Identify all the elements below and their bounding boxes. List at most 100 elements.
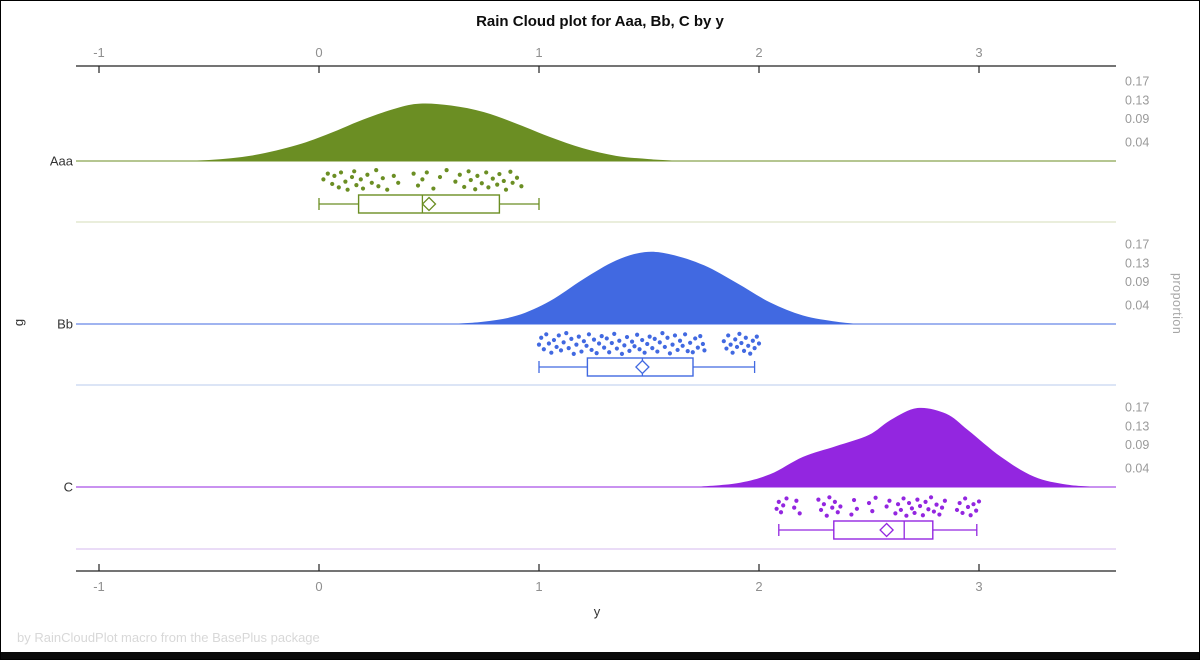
density-cloud-C (693, 407, 1100, 487)
rain-point (614, 346, 619, 351)
rain-point (336, 185, 341, 190)
rain-point (589, 347, 594, 353)
rain-point (915, 497, 920, 502)
rain-point (774, 506, 779, 511)
rain-point (652, 336, 657, 341)
rain-point (866, 500, 872, 506)
proportion-tick-label: 0.17 (1125, 401, 1149, 415)
rain-point (851, 497, 857, 503)
rain-point (730, 350, 735, 355)
rain-point (369, 180, 374, 185)
rain-point (479, 181, 484, 186)
rain-point (660, 331, 665, 336)
proportion-tick-label: 0.13 (1125, 256, 1149, 270)
rain-point (965, 504, 971, 510)
rain-point (345, 187, 350, 192)
rain-point (539, 335, 544, 340)
rain-point (462, 184, 467, 190)
group-label-C: C (64, 480, 73, 495)
rain-point (870, 509, 875, 514)
rain-point (939, 505, 945, 510)
bottom-axis-tick-label: -1 (93, 579, 105, 594)
rain-point (912, 510, 917, 516)
rain-point (942, 498, 948, 503)
rain-point (816, 497, 821, 502)
rain-point (569, 336, 574, 341)
rain-point (624, 334, 630, 340)
rain-point (792, 505, 797, 510)
bottom-axis-tick-label: 0 (315, 579, 322, 594)
mean-diamond (634, 359, 650, 375)
rain-point (360, 186, 366, 191)
rain-point (778, 510, 784, 515)
proportion-tick-label: 0.17 (1125, 75, 1149, 89)
rain-point (495, 182, 500, 187)
rain-point (670, 342, 675, 347)
top-axis-tick-label: 3 (975, 45, 982, 60)
rain-point (923, 499, 928, 504)
group-label-Bb: Bb (57, 317, 73, 332)
bottom-axis-tick-label: 1 (535, 579, 542, 594)
rain-point (954, 507, 960, 513)
rain-point (564, 331, 569, 336)
rain-point (695, 345, 700, 350)
rain-point (721, 339, 726, 344)
rain-point (544, 332, 549, 337)
rain-point (734, 344, 740, 350)
rain-point (928, 495, 934, 500)
rain-point (579, 349, 584, 354)
top-axis-tick-label: 0 (315, 45, 322, 60)
rain-point (702, 348, 707, 353)
rain-point (893, 511, 898, 516)
rain-point (632, 344, 637, 349)
rain-point (873, 495, 878, 500)
rain-point (818, 507, 824, 513)
proportion-tick-label: 0.04 (1125, 136, 1149, 150)
rain-point (657, 340, 662, 345)
rain-point (619, 351, 625, 356)
rain-point (541, 347, 546, 352)
rain-point (519, 184, 524, 189)
rain-point (581, 339, 586, 344)
rain-point (835, 510, 840, 515)
proportion-tick-label: 0.09 (1125, 112, 1149, 126)
proportion-tick-label: 0.13 (1125, 419, 1149, 433)
rain-point (380, 176, 385, 181)
rain-point (332, 173, 337, 178)
rain-point (607, 350, 612, 355)
rain-point (667, 351, 673, 356)
rain-point (365, 172, 370, 177)
proportion-tick-label: 0.13 (1125, 93, 1149, 107)
rain-point (635, 332, 640, 337)
rain-point (963, 496, 968, 501)
rain-point (349, 174, 355, 180)
rain-point (622, 343, 627, 348)
rain-point (797, 511, 802, 516)
rain-point (376, 184, 381, 189)
rain-point (647, 334, 652, 339)
rain-point (976, 499, 982, 504)
rain-point (591, 337, 597, 342)
rain-point (909, 506, 915, 511)
rain-point (536, 342, 542, 347)
rain-point (444, 168, 449, 173)
density-cloud-Aaa (165, 103, 682, 161)
rain-point (486, 185, 491, 190)
rain-point (677, 338, 683, 343)
rain-point (594, 351, 599, 356)
rain-point (700, 341, 706, 347)
rain-point (484, 170, 489, 175)
rain-point (784, 496, 789, 501)
rain-point (457, 172, 462, 177)
rain-point (920, 513, 926, 518)
top-axis-tick-label: 2 (755, 45, 762, 60)
rain-point (724, 346, 729, 351)
rain-point (726, 333, 731, 338)
rain-point (642, 350, 647, 355)
rain-point (754, 334, 759, 339)
rain-point (827, 495, 832, 500)
rain-point (974, 508, 979, 513)
rain-point (396, 180, 401, 185)
rain-point (431, 186, 436, 191)
